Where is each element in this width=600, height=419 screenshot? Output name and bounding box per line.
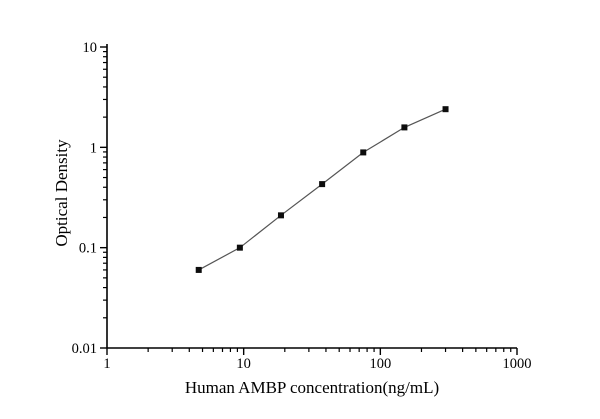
x-axis-title: Human AMBP concentration(ng/mL) <box>184 378 440 397</box>
data-point-marker <box>442 106 449 113</box>
x-tick-label: 10 <box>236 356 251 372</box>
y-axis-title: Optical Density <box>52 139 71 247</box>
data-point-marker <box>195 266 202 273</box>
data-point-marker <box>277 212 284 219</box>
series-line <box>198 108 446 271</box>
data-point-marker <box>319 181 326 188</box>
x-tick-label: 1 <box>103 356 110 372</box>
x-tick-label: 100 <box>369 356 391 372</box>
y-tick-label: 10 <box>83 40 98 56</box>
data-point-marker <box>360 149 367 156</box>
y-tick-label: 0.01 <box>72 341 97 357</box>
y-tick-label: 0.1 <box>79 241 97 257</box>
x-tick-label: 1000 <box>503 356 532 372</box>
data-point-marker <box>401 124 408 131</box>
data-point-marker <box>236 244 243 251</box>
y-tick-label: 1 <box>90 140 97 156</box>
standard-curve-series <box>195 106 449 273</box>
